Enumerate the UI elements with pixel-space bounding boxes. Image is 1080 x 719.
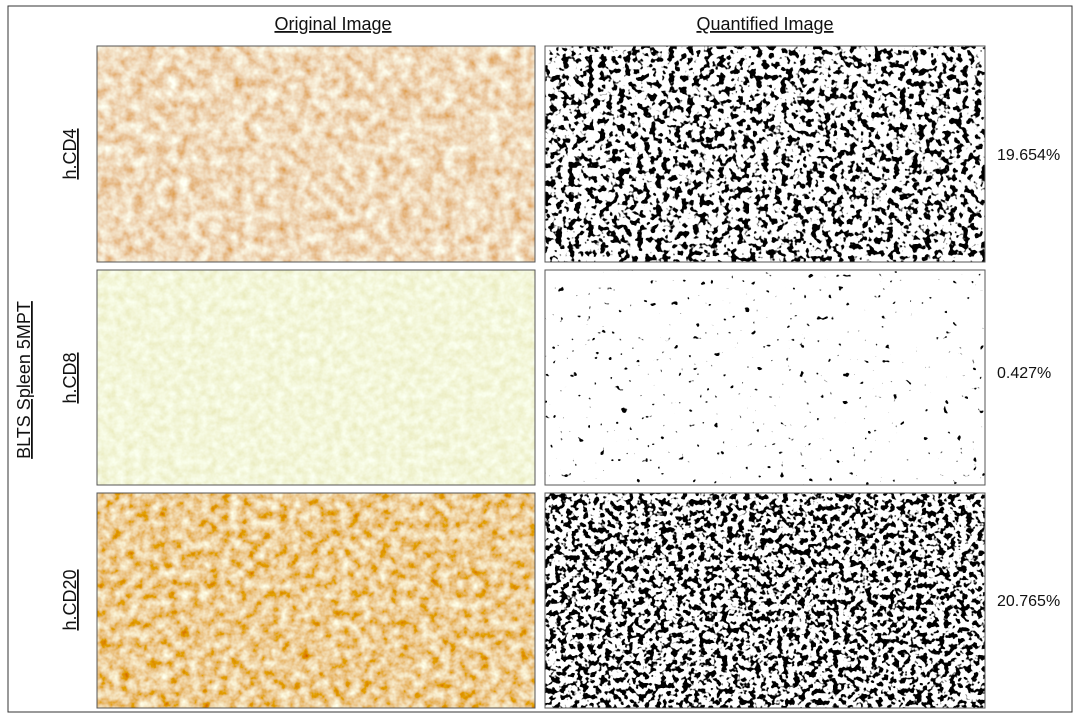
percentage: 19.654%	[997, 147, 1060, 164]
quantified-image	[545, 46, 985, 262]
side-label: BLTS Spleen 5MPT	[14, 301, 34, 459]
column-header: Quantified Image	[696, 14, 833, 34]
row-label: h.CD20	[60, 569, 80, 630]
quantified-image	[545, 270, 985, 485]
percentage: 0.427%	[997, 365, 1051, 382]
row-label: h.CD8	[60, 352, 80, 403]
row-label: h.CD4	[60, 128, 80, 179]
column-header: Original Image	[274, 14, 391, 34]
original-image	[97, 493, 535, 708]
original-image	[97, 46, 535, 262]
figure: Original Image Quantified Image BLTS Spl…	[0, 0, 1080, 719]
percentage: 20.765%	[997, 593, 1060, 610]
original-image	[97, 270, 535, 485]
quantified-image	[545, 493, 985, 708]
